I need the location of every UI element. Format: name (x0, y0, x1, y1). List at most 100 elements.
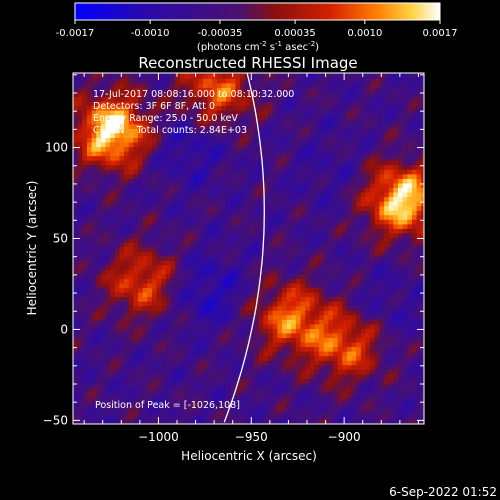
heatmap-cell (286, 201, 292, 207)
heatmap-cell (360, 378, 366, 384)
heatmap-cell (388, 196, 394, 202)
heatmap-cell (291, 246, 297, 252)
heatmap-cell (170, 169, 176, 175)
heatmap-cell (175, 296, 181, 302)
heatmap-cell (254, 201, 260, 207)
heatmap-cell (370, 255, 376, 261)
heatmap-cell (305, 314, 311, 320)
heatmap-cell (319, 378, 325, 384)
heatmap-cell (105, 296, 111, 302)
heatmap-cell (342, 214, 348, 220)
heatmap-cell (165, 146, 171, 152)
heatmap-cell (384, 328, 390, 334)
heatmap-cell (249, 337, 255, 343)
heatmap-cell (277, 173, 283, 179)
heatmap-cell (119, 210, 125, 216)
heatmap-cell (91, 323, 97, 329)
heatmap-cell (221, 205, 227, 211)
heatmap-cell (407, 205, 413, 211)
heatmap-cell (100, 305, 106, 311)
heatmap-cell (388, 410, 394, 416)
heatmap-cell (300, 314, 306, 320)
heatmap-cell (124, 192, 130, 198)
heatmap-cell (402, 355, 408, 361)
heatmap-cell (151, 142, 157, 148)
heatmap-cell (346, 205, 352, 211)
heatmap-cell (416, 278, 422, 284)
heatmap-cell (105, 183, 111, 188)
heatmap-cell (384, 269, 390, 275)
heatmap-cell (235, 369, 241, 375)
heatmap-cell (333, 364, 339, 370)
heatmap-cell (138, 142, 144, 148)
heatmap-cell (207, 392, 213, 398)
heatmap-cell (360, 278, 366, 284)
heatmap-cell (346, 142, 352, 148)
heatmap-cell (249, 233, 255, 238)
heatmap-cell (398, 305, 404, 311)
heatmap-cell (193, 183, 199, 188)
heatmap-cell (212, 164, 218, 170)
heatmap-cell (314, 392, 320, 398)
heatmap-cell (133, 210, 139, 216)
heatmap-cell (314, 223, 320, 229)
heatmap-cell (305, 128, 311, 134)
heatmap-cell (161, 396, 167, 402)
heatmap-cell (133, 392, 139, 398)
heatmap-cell (356, 292, 362, 298)
heatmap-cell (82, 278, 88, 284)
heatmap-cell (207, 364, 213, 370)
heatmap-cell (124, 155, 130, 161)
heatmap-cell (407, 160, 413, 166)
heatmap-cell (272, 410, 278, 416)
heatmap-cell (170, 383, 176, 389)
heatmap-cell (193, 296, 199, 302)
heatmap-cell (277, 333, 283, 339)
heatmap-cell (393, 278, 399, 284)
heatmap-cell (105, 214, 111, 220)
heatmap-cell (175, 283, 181, 288)
heatmap-cell (138, 151, 144, 157)
heatmap-cell (360, 287, 366, 293)
heatmap-cell (226, 196, 232, 202)
heatmap-cell (161, 196, 167, 202)
heatmap-cell (351, 378, 357, 384)
heatmap-cell (351, 351, 357, 357)
heatmap-cell (207, 228, 213, 234)
heatmap-cell (142, 373, 148, 379)
heatmap-cell (114, 419, 120, 424)
heatmap-cell (411, 405, 417, 411)
heatmap-cell (207, 178, 213, 184)
heatmap-cell (226, 169, 232, 175)
heatmap-cell (319, 237, 325, 243)
heatmap-cell (216, 233, 222, 238)
heatmap-cell (272, 369, 278, 375)
heatmap-cell (193, 287, 199, 293)
heatmap-cell (198, 201, 204, 207)
heatmap-cell (258, 187, 264, 193)
heatmap-cell (416, 205, 422, 211)
heatmap-cell (281, 137, 287, 143)
heatmap-cell (268, 183, 274, 188)
heatmap-cell (133, 373, 139, 379)
heatmap-cell (240, 173, 246, 179)
heatmap-cell (277, 137, 283, 143)
heatmap-cell (189, 410, 195, 416)
heatmap-cell (421, 169, 424, 175)
heatmap-cell (258, 260, 264, 266)
heatmap-cell (244, 255, 250, 261)
heatmap-cell (165, 205, 171, 211)
heatmap-cell (333, 242, 339, 248)
heatmap-cell (360, 319, 366, 325)
heatmap-cell (319, 160, 325, 166)
heatmap-cell (179, 133, 185, 138)
heatmap-cell (384, 246, 390, 252)
heatmap-cell (138, 264, 144, 270)
heatmap-cell (323, 419, 329, 424)
heatmap-cell (170, 355, 176, 361)
heatmap-cell (100, 205, 106, 211)
heatmap-cell (388, 337, 394, 343)
heatmap-cell (346, 369, 352, 375)
heatmap-cell (370, 251, 376, 257)
heatmap-cell (351, 310, 357, 316)
